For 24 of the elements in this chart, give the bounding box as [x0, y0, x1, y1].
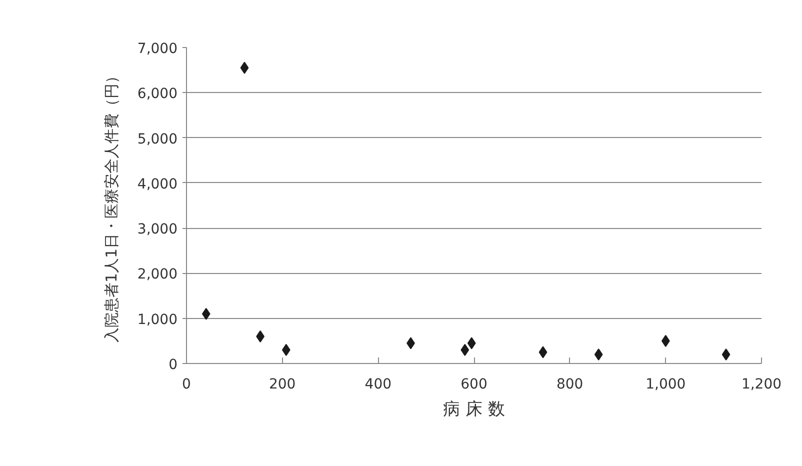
point — [594, 348, 603, 360]
x-tick-label: 0 — [182, 376, 191, 392]
point — [240, 62, 249, 74]
y-tick-label: 4,000 — [137, 176, 178, 192]
point — [722, 348, 730, 360]
point — [467, 337, 476, 350]
y-tick-label: 1,000 — [137, 312, 178, 328]
x-tick-label: 400 — [364, 376, 392, 392]
y-tick-label: 6,000 — [137, 86, 178, 102]
x-tick-label: 1,200 — [741, 376, 782, 392]
point — [202, 308, 210, 320]
y-tick-label: 0 — [168, 357, 178, 373]
y-tick-label: 5,000 — [137, 131, 178, 148]
y-axis-title: 入院患者1人1日・医療安全人件費（円） — [102, 68, 120, 343]
x-tick-label: 1,000 — [646, 376, 686, 392]
x-tick-label: 600 — [460, 376, 488, 392]
y-tick-label: 7,000 — [137, 41, 178, 57]
y-tick-label: 3,000 — [137, 222, 178, 238]
x-axis-title: 病 床 数 — [443, 400, 505, 420]
x-tick-label: 200 — [268, 376, 296, 392]
point — [538, 346, 548, 358]
point — [460, 344, 470, 356]
y-tick-label: 2,000 — [137, 266, 178, 283]
x-tick-label: 800 — [556, 376, 584, 392]
